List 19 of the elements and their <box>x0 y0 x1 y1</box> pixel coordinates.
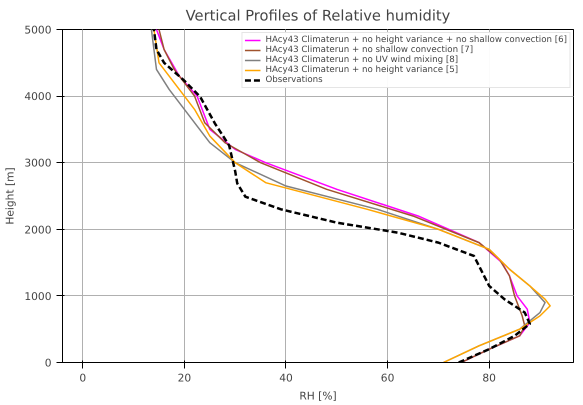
x-tick-label: 80 <box>482 372 496 384</box>
y-tick-label: 1000 <box>24 290 52 303</box>
x-tick-label: 60 <box>380 372 395 384</box>
legend-label: HAcy43 Climaterun + no height variance [5] <box>265 65 458 75</box>
y-tick-label: 0 <box>44 356 52 370</box>
y-tick-label: 3000 <box>24 156 52 170</box>
x-tick-label: 40 <box>279 372 293 384</box>
y-tick-label: 4000 <box>24 90 52 104</box>
chart-title: Vertical Profiles of Relative humidity <box>186 8 451 24</box>
y-axis-title: Height [m] <box>3 167 16 225</box>
legend-label: Observations <box>265 75 323 85</box>
y-tick-label: 2000 <box>24 223 52 236</box>
x-tick-label: 0 <box>79 372 86 384</box>
legend-label: HAcy43 Climaterun + no UV wind mixing [8] <box>265 55 458 65</box>
y-tick-label: 5000 <box>24 24 52 36</box>
legend-label: HAcy43 Climaterun + no shallow convection [7] <box>265 45 474 55</box>
legend-label: HAcy43 Climaterun + no height variance + no shallow convection [6] <box>265 35 567 45</box>
x-axis-title: RH [%] <box>299 390 337 402</box>
x-tick-label: 20 <box>178 372 192 384</box>
